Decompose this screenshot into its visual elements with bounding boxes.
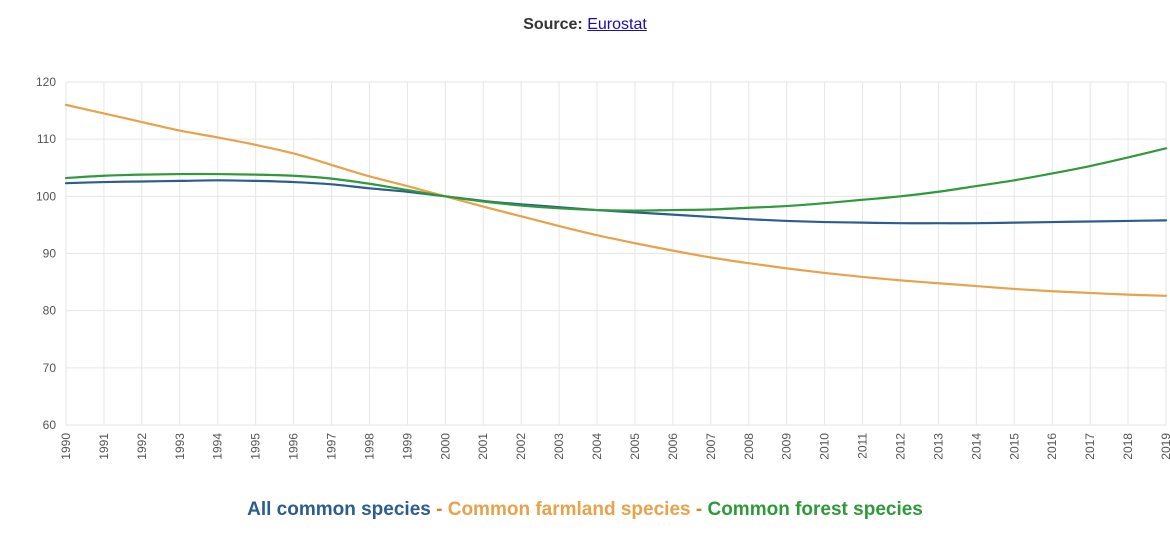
series-line-forest [64, 147, 1168, 212]
x-tick-label: 2019 [1159, 433, 1170, 460]
series [64, 103, 1168, 297]
x-axis: 1990 1991 1992 1993 1994 1995 1996 1997 1998 1999… [59, 433, 1170, 460]
source-label: Source: [523, 16, 583, 33]
x-tick-label: 1990 [59, 433, 73, 460]
y-axis: 60 70 80 90 100 110 120 [36, 75, 56, 432]
series-line-farmland [64, 103, 1168, 297]
x-tick-label: 1993 [173, 433, 187, 460]
series-line-all [64, 179, 1168, 225]
x-tick-label: 1994 [211, 433, 225, 460]
x-tick-label: 1991 [97, 433, 111, 460]
x-tick-label: 2002 [514, 433, 528, 460]
x-tick-label: 1997 [325, 433, 339, 460]
x-tick-label: 2011 [856, 433, 870, 459]
source-link[interactable]: Eurostat [587, 16, 647, 33]
x-tick-label: 2007 [704, 433, 718, 460]
x-tick-label: 2004 [590, 433, 604, 460]
legend-separator-2: - [690, 499, 708, 520]
x-tick-label: 2012 [893, 433, 907, 460]
y-tick-label: 70 [43, 361, 57, 375]
x-tick-label: 2010 [818, 433, 832, 460]
source-line: Source: Eurostat [0, 16, 1170, 34]
x-tick-label: 1995 [249, 433, 263, 460]
x-tick-label: 2005 [628, 433, 642, 460]
y-tick-label: 110 [37, 132, 56, 146]
y-tick-label: 60 [43, 418, 57, 432]
x-tick-label: 2006 [666, 433, 680, 460]
x-tick-label: 1998 [362, 433, 376, 460]
legend-farmland: Common farmland species [447, 499, 691, 520]
x-tick-label: 2009 [780, 433, 794, 460]
legend-all: All common species [247, 499, 431, 520]
x-tick-label: 1996 [287, 433, 301, 460]
x-tick-label: 2016 [1045, 433, 1059, 460]
legend-separator-1: - [430, 499, 448, 520]
x-tick-label: 2000 [438, 433, 452, 460]
x-tick-label: 2018 [1121, 433, 1135, 460]
x-tick-label: 2015 [1007, 433, 1021, 460]
x-tick-label: 2008 [742, 433, 756, 460]
x-tick-label: 2017 [1083, 433, 1097, 460]
y-tick-label: 100 [36, 189, 56, 203]
y-tick-label: 120 [36, 75, 56, 89]
legend-forest: Common forest species [707, 499, 923, 520]
x-tick-label: 2003 [552, 433, 566, 460]
x-tick-label: 1992 [135, 433, 149, 460]
x-tick-label: 2001 [476, 433, 490, 460]
y-tick-label: 80 [43, 304, 57, 318]
x-tick-label: 2013 [931, 433, 945, 460]
legend: All common species - Common farmland spe… [0, 499, 1170, 521]
grid [65, 81, 1167, 426]
x-tick-label: 2014 [969, 433, 983, 460]
x-tick-label: 1999 [400, 433, 414, 460]
y-tick-label: 90 [43, 247, 57, 261]
